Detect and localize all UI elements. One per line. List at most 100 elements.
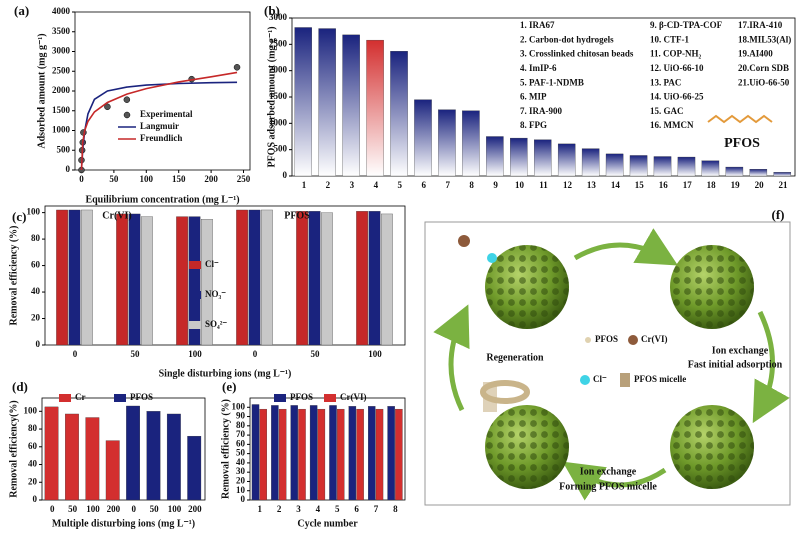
- y-axis-label: Adsorbed amount (mg g⁻¹): [36, 33, 47, 148]
- cl-icon: [580, 375, 590, 385]
- bar: [356, 211, 368, 346]
- y-tick-label: 20: [28, 476, 38, 486]
- bar: [65, 413, 79, 501]
- legend-note: 5. PAF-1-NDMB: [520, 77, 584, 87]
- bar: [725, 166, 744, 177]
- bar: [298, 408, 306, 501]
- y-tick-label: 40: [236, 457, 246, 467]
- bar: [290, 405, 298, 501]
- x-tick-label: 50: [109, 174, 119, 184]
- bar: [534, 139, 552, 177]
- bar: [44, 406, 59, 501]
- x-tick-label: 3: [350, 180, 355, 190]
- x-tick-label: 13: [587, 180, 597, 190]
- x-tick-label: 1: [302, 180, 307, 190]
- y-axis-label: PFOS adsorbed amount (mg g⁻¹): [266, 26, 277, 167]
- y-tick-label: 0: [283, 170, 288, 180]
- y-tick-label: 60: [31, 260, 41, 270]
- legend-swatch: [59, 394, 71, 402]
- bar: [356, 408, 364, 501]
- legend-label: Cr(VI): [340, 392, 367, 402]
- x-tick-label: 250: [237, 174, 251, 184]
- x-tick-label: 17: [683, 180, 693, 190]
- bar: [368, 406, 376, 501]
- bar: [749, 169, 768, 177]
- x-tick-label: 20: [755, 180, 765, 190]
- legend-note: 6. MIP: [520, 92, 547, 102]
- panel-label: (a): [14, 3, 29, 18]
- x-tick-label: 14: [611, 180, 621, 190]
- bar: [438, 109, 456, 177]
- legend-label: Cl⁻: [593, 374, 607, 384]
- y-tick-label: 2500: [269, 38, 288, 48]
- data-point: [233, 64, 241, 71]
- bar: [259, 408, 267, 501]
- x-tick-label: 18: [707, 180, 717, 190]
- arrow: [752, 310, 790, 424]
- y-tick-label: 50: [236, 448, 246, 458]
- bar: [56, 209, 68, 346]
- y-tick-label: 80: [28, 423, 38, 433]
- panel-label: (b): [264, 3, 280, 18]
- annotation: PFOS: [724, 136, 760, 151]
- y-tick-label: 500: [57, 144, 71, 154]
- x-tick-label: 50: [150, 504, 160, 514]
- y-tick-label: 60: [236, 438, 246, 448]
- bar: [309, 405, 318, 501]
- legend-note: 8. FPG: [520, 120, 547, 130]
- bar: [261, 209, 273, 346]
- x-tick-label: 2: [277, 504, 282, 514]
- x-tick-label: 100: [368, 349, 382, 359]
- y-axis-label: Removal efficiency(%): [8, 400, 19, 497]
- arrow: [562, 461, 667, 501]
- legend-note: 3. Crosslinked chitosan beads: [520, 49, 634, 59]
- cl-icon: [487, 253, 497, 263]
- x-tick-label: 50: [68, 504, 78, 514]
- label: Ion exchange: [580, 466, 637, 477]
- bar: [128, 213, 141, 346]
- x-axis-label: Single disturbing ions (mg L⁻¹): [159, 368, 292, 379]
- y-tick-label: 20: [236, 476, 246, 486]
- y-tick-label: 3000: [52, 46, 71, 56]
- legend-note: 4. ImIP-6: [520, 63, 557, 73]
- bar: [81, 209, 93, 346]
- bar: [342, 34, 360, 177]
- y-tick-label: 100: [24, 405, 38, 415]
- legend-swatch: [114, 394, 126, 402]
- bar: [462, 110, 480, 177]
- x-tick-label: 0: [253, 349, 258, 359]
- y-tick-label: 0: [66, 164, 71, 174]
- diagram: (f) Regeneration Ion exchange Fast initi…: [424, 207, 791, 506]
- legend-swatch: [324, 394, 336, 402]
- x-tick-label: 8: [469, 180, 474, 190]
- x-tick-label: 0: [73, 349, 78, 359]
- sphere: [485, 405, 569, 489]
- legend-label: Cr(VI): [641, 334, 668, 344]
- legend-note: 21.UiO-66-50: [738, 77, 790, 87]
- bar: [248, 209, 261, 346]
- y-tick-label: 2000: [269, 65, 288, 75]
- arrow: [573, 228, 678, 266]
- bar: [318, 28, 336, 177]
- y-tick-label: 4000: [52, 6, 71, 16]
- bar: [337, 408, 345, 501]
- data-point: [104, 103, 111, 111]
- legend-swatch: [274, 394, 286, 402]
- bar: [251, 404, 260, 501]
- bar: [557, 143, 576, 177]
- legend-note: 10. CTF-1: [650, 34, 689, 44]
- x-tick-label: 5: [335, 504, 340, 514]
- x-tick-label: 12: [563, 180, 573, 190]
- legend-label: Cl⁻: [205, 259, 219, 269]
- legend-note: 2. Carbon-dot hydrogels: [520, 34, 614, 44]
- bar: [581, 148, 600, 177]
- group-label: Cr(VI): [102, 210, 131, 221]
- x-tick-label: 50: [311, 349, 321, 359]
- y-tick-label: 90: [236, 411, 246, 421]
- bar: [605, 153, 624, 177]
- x-tick-label: 7: [374, 504, 379, 514]
- bar: [366, 39, 384, 177]
- y-tick-label: 0: [36, 339, 41, 349]
- legend-note: 1. IRA67: [520, 20, 555, 30]
- bar: [188, 216, 201, 346]
